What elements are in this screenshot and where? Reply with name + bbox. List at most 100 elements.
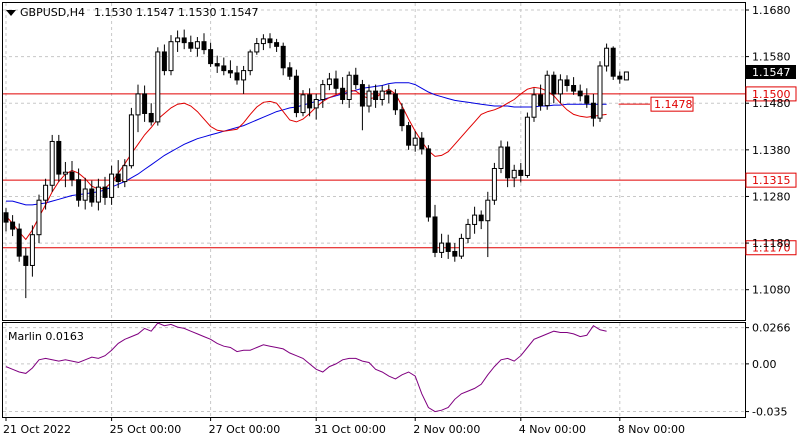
- candle-body-bull: [544, 74, 550, 107]
- ma-value-tag: [650, 96, 694, 112]
- candle-body-bull: [247, 51, 253, 72]
- candle-body-bear: [445, 242, 451, 252]
- candle: [313, 93, 319, 120]
- candle: [10, 215, 16, 237]
- candle: [102, 176, 108, 205]
- candle: [274, 38, 280, 52]
- candle: [359, 79, 365, 131]
- candle: [16, 223, 22, 262]
- price-tick-label: 1.1080: [752, 284, 791, 297]
- candle: [76, 168, 82, 207]
- level-tag-label: 1.1170: [752, 242, 791, 255]
- current-price-tag: [746, 64, 796, 79]
- marlin-oscillator: [5, 322, 607, 413]
- time-tick-label: 4 Nov 00:00: [519, 423, 586, 436]
- time-tick-label: 8 Nov 00:00: [618, 423, 685, 436]
- candle: [109, 165, 115, 205]
- candle-body-bull: [122, 165, 128, 183]
- level-tag-label: 1.1500: [752, 88, 791, 101]
- candle-body-bear: [102, 186, 108, 198]
- candle: [386, 84, 392, 104]
- candle-body-bear: [293, 75, 299, 114]
- candle: [498, 140, 504, 174]
- candle-body-bull: [604, 47, 610, 67]
- candle: [3, 208, 9, 232]
- candle-body-bull: [439, 242, 445, 253]
- candle-body-bull: [524, 116, 530, 176]
- candle: [29, 225, 35, 277]
- candle-body-bear: [590, 102, 596, 119]
- candle: [425, 145, 431, 222]
- candle-body-bear: [307, 94, 313, 109]
- candle-body-bull: [379, 90, 385, 100]
- candle: [128, 107, 134, 169]
- time-tick-label: 2 Nov 00:00: [413, 423, 480, 436]
- candle: [122, 159, 128, 188]
- candle: [221, 57, 227, 76]
- candle: [518, 162, 524, 183]
- candle-body-bear: [505, 146, 511, 179]
- candle-body-bear: [386, 90, 392, 95]
- candle: [597, 61, 603, 122]
- candle-body-bear: [399, 109, 405, 127]
- candle: [491, 162, 497, 205]
- indicator-label: Marlin 0.0163: [8, 330, 84, 343]
- candle-body-bear: [564, 79, 570, 87]
- candle-body-bear: [452, 250, 458, 257]
- candle: [353, 67, 359, 90]
- candle-body-bear: [419, 137, 425, 150]
- candle: [62, 161, 68, 188]
- candle-body-bear: [274, 42, 280, 47]
- candle-body-bear: [161, 51, 167, 72]
- candle: [617, 71, 623, 84]
- candle: [452, 243, 458, 262]
- candle: [95, 178, 101, 211]
- candle-body-bear: [188, 42, 194, 49]
- price-panel-frame: [2, 2, 746, 321]
- osc-tick-label: 0.00: [752, 358, 777, 371]
- candle-body-bull: [346, 74, 352, 100]
- candle-body-bear: [333, 78, 339, 89]
- grid: [3, 3, 745, 417]
- candle-body-bear: [214, 63, 220, 67]
- candle-body-bear: [373, 90, 379, 100]
- candle: [89, 180, 95, 207]
- candle: [194, 37, 200, 57]
- candle: [168, 35, 174, 76]
- candle: [524, 112, 530, 178]
- candle: [406, 121, 412, 150]
- candle: [155, 47, 161, 126]
- candle: [623, 71, 629, 81]
- candle: [188, 35, 194, 52]
- candle-body-bear: [551, 74, 557, 95]
- candle: [379, 85, 385, 106]
- current-price-label: 1.1547: [752, 66, 791, 79]
- time-tick-label: 21 Oct 2022: [3, 423, 71, 436]
- candle-body-bear: [577, 90, 583, 97]
- candle: [254, 37, 260, 55]
- candle-body-bull: [597, 65, 603, 119]
- candle-body-bear: [617, 75, 623, 80]
- candle-body-bull: [557, 79, 563, 95]
- symbol-dropdown-icon[interactable]: [6, 10, 16, 16]
- candle-body-bull: [300, 94, 306, 114]
- candle-body-bull: [175, 37, 181, 43]
- candle-body-bear: [56, 140, 62, 175]
- level-tag-label: 1.1315: [752, 174, 791, 187]
- candle: [439, 233, 445, 258]
- candle: [267, 33, 273, 49]
- candle: [260, 34, 266, 51]
- price-tick-label: 1.1480: [752, 97, 791, 110]
- candle-body-bull: [412, 137, 418, 146]
- ohlc-label: 1.1530 1.1547 1.1530 1.1547: [94, 6, 258, 19]
- candle-body-bull: [241, 70, 247, 81]
- candle: [610, 46, 616, 80]
- candle: [214, 55, 220, 73]
- candle-body-bull: [498, 146, 504, 169]
- candle: [23, 247, 29, 299]
- candle: [234, 65, 240, 85]
- candle-body-bull: [623, 71, 629, 81]
- candle-body-bear: [10, 221, 16, 230]
- candle-body-bull: [95, 186, 101, 203]
